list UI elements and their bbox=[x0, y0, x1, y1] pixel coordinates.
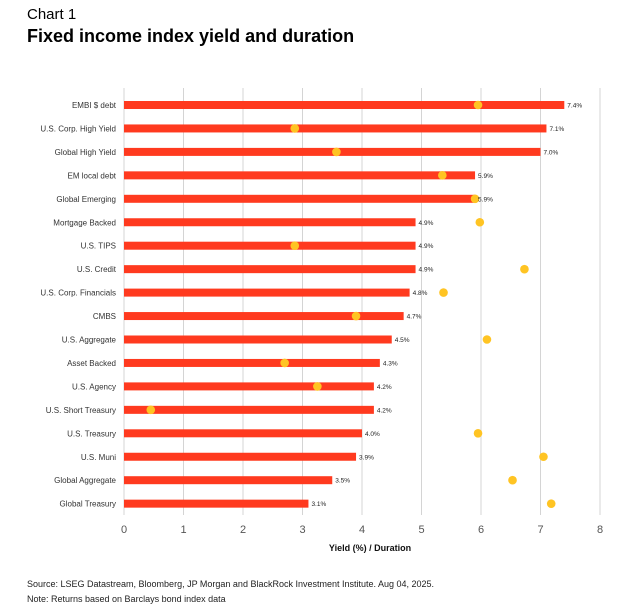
data-label: 3.1% bbox=[311, 501, 326, 508]
yield-bar bbox=[124, 312, 404, 321]
data-label: 4.9% bbox=[419, 220, 434, 227]
duration-dot bbox=[290, 241, 300, 250]
footnote: Note: Returns based on Barclays bond ind… bbox=[27, 594, 226, 604]
duration-dot bbox=[290, 124, 300, 133]
gridlines bbox=[123, 88, 601, 515]
data-label: 4.8% bbox=[413, 290, 428, 297]
category-label: U.S. Corp. High Yield bbox=[40, 124, 116, 133]
yield-bar bbox=[124, 405, 374, 414]
yield-bar bbox=[124, 265, 416, 274]
duration-dot bbox=[546, 499, 556, 508]
category-label: Global Treasury bbox=[60, 500, 116, 509]
data-label: 5.9% bbox=[478, 196, 493, 203]
yield-bar bbox=[124, 171, 476, 180]
yield-bar bbox=[124, 288, 410, 297]
duration-dot bbox=[482, 335, 492, 344]
yield-bar bbox=[124, 194, 476, 203]
duration-dot bbox=[438, 171, 447, 180]
x-tick-label: 1 bbox=[180, 524, 186, 536]
category-label: U.S. Agency bbox=[72, 382, 116, 391]
data-label: 7.0% bbox=[544, 149, 559, 156]
category-label: U.S. Treasury bbox=[67, 429, 116, 438]
category-label: U.S. Corp. Financials bbox=[40, 289, 116, 298]
data-label: 4.2% bbox=[377, 384, 392, 391]
data-label: 4.7% bbox=[407, 314, 422, 321]
duration-dot bbox=[280, 358, 289, 368]
data-label: 4.9% bbox=[419, 243, 434, 250]
category-label: EMBI $ debt bbox=[72, 101, 117, 110]
yield-bar bbox=[124, 218, 416, 227]
yield-bar bbox=[124, 452, 357, 461]
duration-dot bbox=[520, 264, 529, 274]
category-label: CMBS bbox=[93, 312, 116, 321]
category-labels: EMBI $ debt U.S. Corp. High Yield Global H… bbox=[40, 101, 116, 509]
duration-dot bbox=[470, 194, 480, 204]
data-label: 4.2% bbox=[377, 407, 392, 414]
yield-bar bbox=[124, 358, 380, 367]
yield-bar bbox=[124, 382, 374, 391]
duration-dot bbox=[473, 100, 483, 110]
category-label: Asset Backed bbox=[67, 359, 116, 368]
category-label: U.S. TIPS bbox=[81, 242, 116, 251]
duration-dot bbox=[351, 311, 361, 321]
yield-bar bbox=[124, 499, 309, 508]
category-label: U.S. Credit bbox=[77, 265, 117, 274]
data-label: 7.4% bbox=[567, 103, 582, 110]
duration-dot bbox=[439, 288, 448, 297]
yield-bar bbox=[124, 476, 333, 485]
bars bbox=[124, 101, 565, 508]
duration-dot bbox=[475, 217, 485, 227]
category-label: EM local debt bbox=[68, 171, 117, 180]
duration-dots bbox=[146, 100, 556, 508]
data-label: 4.3% bbox=[383, 360, 398, 367]
data-label: 4.9% bbox=[419, 267, 434, 274]
category-label: Global Aggregate bbox=[54, 476, 116, 485]
yield-bar bbox=[124, 241, 416, 250]
yield-bar bbox=[124, 335, 392, 344]
x-tick-label: 0 bbox=[121, 524, 127, 536]
x-axis-label: Yield (%) / Duration bbox=[329, 543, 411, 553]
yield-bar bbox=[124, 101, 565, 109]
category-label: Mortgage Backed bbox=[53, 218, 116, 227]
duration-dot bbox=[313, 382, 322, 391]
x-tick-label: 6 bbox=[478, 524, 484, 536]
category-label: Global Emerging bbox=[56, 195, 116, 204]
yield-bar bbox=[124, 124, 547, 133]
duration-dot bbox=[473, 429, 483, 438]
x-tick-label: 3 bbox=[299, 524, 305, 536]
data-label: 4.5% bbox=[395, 337, 410, 344]
data-labels: 7.4% 7.1% 7.0% 5.9% 5.9% 4.9% 4.9% 4.9% 4.8% 4.7%… bbox=[311, 103, 582, 509]
x-tick-labels: 0 1 2 3 4 5 6 7 8 bbox=[121, 524, 603, 536]
data-label: 4.0% bbox=[365, 431, 380, 438]
duration-dot bbox=[508, 475, 517, 485]
chart-kicker: Chart 1 bbox=[27, 6, 77, 23]
duration-dot bbox=[539, 452, 548, 462]
x-tick-label: 8 bbox=[597, 524, 603, 536]
data-label: 5.9% bbox=[478, 173, 493, 180]
category-label: Global High Yield bbox=[55, 148, 116, 157]
category-label: U.S. Muni bbox=[81, 453, 116, 462]
data-label: 7.1% bbox=[549, 126, 564, 133]
yield-bar bbox=[124, 429, 362, 438]
category-label: U.S. Aggregate bbox=[62, 336, 117, 345]
x-tick-label: 5 bbox=[418, 524, 424, 536]
category-label: U.S. Short Treasury bbox=[46, 406, 116, 415]
duration-dot bbox=[332, 147, 341, 157]
data-label: 3.5% bbox=[335, 478, 350, 485]
x-tick-label: 7 bbox=[537, 524, 543, 536]
data-label: 3.9% bbox=[359, 454, 374, 461]
duration-dot bbox=[146, 405, 156, 415]
x-tick-label: 4 bbox=[359, 524, 365, 536]
source-note: Source: LSEG Datastream, Bloomberg, JP M… bbox=[27, 579, 435, 589]
x-tick-label: 2 bbox=[240, 524, 246, 536]
chart-title: Fixed income index yield and duration bbox=[27, 26, 355, 46]
bar-chart: EMBI $ debt U.S. Corp. High Yield Global H… bbox=[40, 88, 603, 553]
